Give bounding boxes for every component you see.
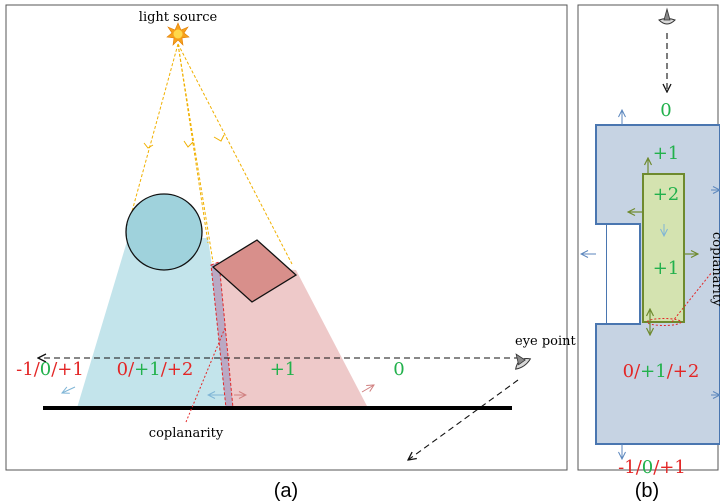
sphere-occluder	[125, 193, 203, 271]
region-label-part: +1	[659, 457, 686, 478]
inner-object	[642, 173, 685, 323]
region-label-part: /	[636, 457, 643, 478]
ray-arrowhead	[143, 142, 154, 149]
eye-point-label: eye point	[515, 334, 577, 349]
label-plus1-inner: +1	[653, 258, 680, 279]
eye-icon	[515, 353, 532, 370]
caption-a: (a)	[274, 480, 298, 502]
label-plus1-top: +1	[653, 143, 680, 164]
region-label-cube-shadow: +1	[270, 359, 297, 380]
region-label-part: +2	[167, 359, 194, 380]
region-label-part: /	[34, 359, 41, 380]
region-label-part: 0	[642, 457, 653, 478]
coplanarity-label-b: coplanarity	[709, 232, 720, 307]
coplanarity-label-a: coplanarity	[149, 426, 224, 441]
region-label-part: /	[51, 359, 58, 380]
coplanarity-pointer-a	[185, 327, 226, 423]
label-plus2-inner: +2	[653, 184, 680, 205]
coplanarity-pointer-b	[671, 271, 713, 323]
ray-arrowhead	[183, 140, 194, 148]
region-label-outside-left: -1/0/+1	[16, 359, 84, 380]
eye-view-ray-diagonal	[408, 379, 519, 460]
region-label-part: +2	[673, 361, 700, 382]
normal-arrow-left	[62, 386, 76, 393]
region-label-part: /	[161, 359, 168, 380]
coplanarity-marker-b	[646, 318, 682, 326]
normal-arrow-right	[361, 385, 374, 393]
light-rays	[127, 43, 293, 265]
region-label-part: /	[128, 359, 135, 380]
region-label-b-below: -1/0/+1	[618, 457, 686, 478]
ray-4	[177, 43, 293, 265]
region-label-part: /	[634, 361, 641, 382]
light-source-label: light source	[139, 10, 218, 25]
region-label-sphere-shadow: 0/+1/+2	[117, 359, 194, 380]
region-label-part: 0	[393, 359, 404, 380]
eye-icon-b	[658, 7, 676, 25]
panel-b: coplanarity 0 +1 +2 +1 0/+1/+2 -1/0/+1	[577, 4, 720, 478]
light-source-icon	[166, 22, 190, 46]
region-label-part: 0	[40, 359, 51, 380]
region-label-part: -1	[618, 457, 636, 478]
region-label-part: +1	[134, 359, 161, 380]
region-label-b-body: 0/+1/+2	[623, 361, 700, 382]
ray-1	[127, 43, 179, 227]
region-label-part: 0	[623, 361, 634, 382]
ray-2	[177, 43, 209, 244]
region-label-part: +1	[57, 359, 84, 380]
region-label-part: +1	[270, 359, 297, 380]
label-zero-top: 0	[660, 100, 671, 121]
region-label-part: -1	[16, 359, 34, 380]
region-label-part: /	[653, 457, 660, 478]
ray-arrowheads	[143, 134, 225, 149]
outer-object-notch	[607, 223, 641, 325]
region-label-part: 0	[117, 359, 128, 380]
ray-3	[177, 43, 214, 263]
region-label-part: /	[667, 361, 674, 382]
region-label-lit: 0	[393, 359, 404, 380]
region-label-part: +1	[640, 361, 667, 382]
panel-a: light source eye point coplanarity -1/0/…	[5, 4, 577, 471]
sphere-shadow-volume	[77, 238, 232, 408]
caption-b: (b)	[635, 480, 659, 502]
ray-arrowhead	[213, 134, 225, 142]
cube-occluder	[211, 239, 298, 303]
